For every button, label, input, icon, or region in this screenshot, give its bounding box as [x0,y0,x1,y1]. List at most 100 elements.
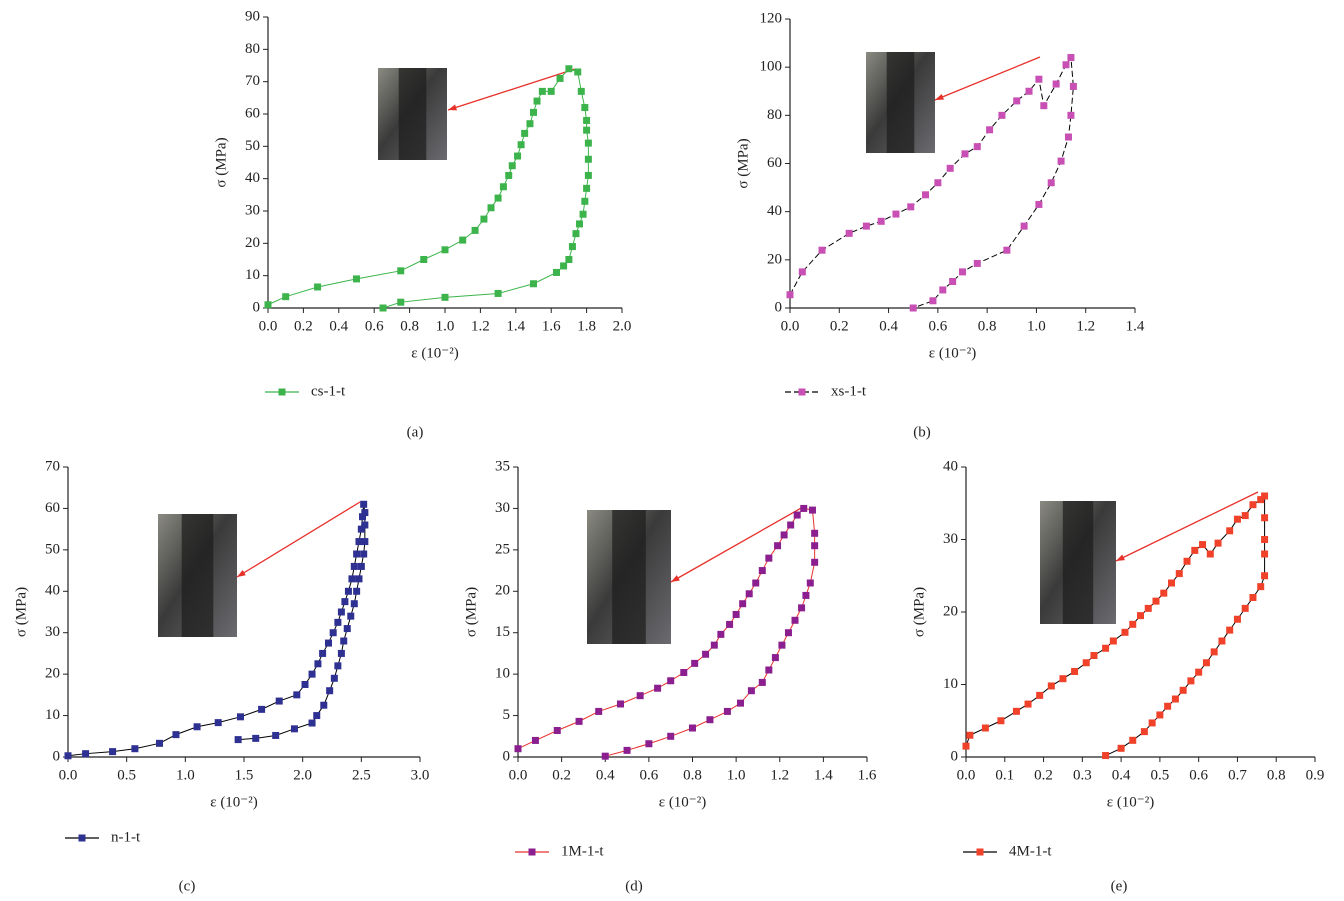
data-point [1261,514,1269,522]
data-point [745,590,753,598]
data-point [583,116,591,124]
data-point [420,256,428,263]
data-point [747,687,755,695]
x-axis-label: ε (10⁻²) [929,345,976,361]
data-point [1035,200,1043,208]
data-point [355,538,363,546]
panel-label: (b) [913,424,931,440]
data-point [334,618,342,626]
data-point [583,126,591,134]
data-point [1187,677,1195,685]
x-tick-label: 1.2 [471,318,490,334]
data-point [1226,527,1234,535]
arrow [447,68,576,111]
data-point [441,246,449,254]
data-point [234,736,242,744]
data-point [547,87,555,95]
panel-label: (a) [407,424,424,440]
data-point [689,724,696,732]
data-point [560,262,568,270]
y-tick-label: 100 [760,59,783,75]
data-point [997,717,1005,725]
data-point [1148,719,1156,727]
data-point [981,724,989,732]
data-point [1121,628,1129,636]
data-point [949,278,957,286]
data-point [258,705,266,713]
data-point [1047,682,1055,690]
legend-label: cs-1-t [311,383,346,399]
data-point [64,752,72,760]
data-point [966,731,974,739]
data-point [1109,637,1117,645]
arrow [934,56,1041,101]
x-tick-label: 0.0 [259,318,278,334]
data-point [1257,583,1265,591]
y-tick-label: 40 [943,458,958,474]
data-point [1210,648,1218,656]
x-tick-label: 1.2 [1076,318,1095,334]
data-point [584,155,592,163]
data-point [236,713,244,721]
y-axis-label: σ (MPa) [463,587,479,637]
data-point [341,598,349,606]
x-tick-label: 0.2 [294,318,313,334]
data-point [584,139,592,147]
data-point [131,745,139,753]
data-point [1206,550,1214,558]
legend-marker [78,834,86,842]
data-point [355,575,363,583]
data-point [494,194,502,202]
y-tick-label: 70 [245,73,260,89]
x-tick-label: 1.5 [235,767,254,783]
data-point [480,215,488,223]
data-point [739,600,747,608]
data-point [802,591,810,599]
specimen-core [886,52,915,153]
data-point [553,268,561,276]
data-point [1195,668,1203,676]
data-point [361,538,369,546]
x-tick-label: 1.0 [727,767,746,783]
y-tick-label: 80 [245,41,260,57]
x-tick-label: 0.4 [1112,767,1131,783]
x-axis-label: ε (10⁻²) [411,345,458,361]
data-point [962,742,970,750]
data-point [787,521,795,529]
data-point [752,579,760,587]
legend-marker [278,388,286,396]
data-point [1257,496,1265,504]
data-point [329,629,337,637]
data-point [793,511,801,519]
data-point [397,298,405,306]
data-point [1241,604,1249,612]
data-point [565,256,573,263]
x-tick-label: 0.0 [509,767,528,783]
x-tick-label: 0.8 [400,318,419,334]
x-tick-label: 0.8 [978,318,997,334]
data-point [1013,97,1021,105]
data-point [1261,492,1269,500]
y-tick-label: 20 [245,235,260,251]
panel-label: (d) [625,878,643,894]
data-point [572,230,580,238]
specimen-core [612,510,646,644]
x-tick-label: 1.0 [1027,318,1046,334]
y-tick-label: 10 [943,676,958,692]
data-point [1233,515,1241,523]
x-tick-label: 0.3 [1073,767,1092,783]
x-tick-label: 0.6 [928,318,947,334]
data-point [1218,637,1226,645]
y-axis-label: σ (MPa) [735,138,751,188]
data-point [778,641,786,649]
data-point [514,745,522,753]
data-point [533,97,541,105]
x-tick-label: 1.4 [1126,318,1145,334]
data-point [780,531,788,539]
data-point [494,289,502,297]
data-point [556,74,564,82]
data-point [973,259,981,267]
y-tick-label: 20 [767,251,782,267]
data-point [521,129,529,137]
data-point [806,579,814,587]
